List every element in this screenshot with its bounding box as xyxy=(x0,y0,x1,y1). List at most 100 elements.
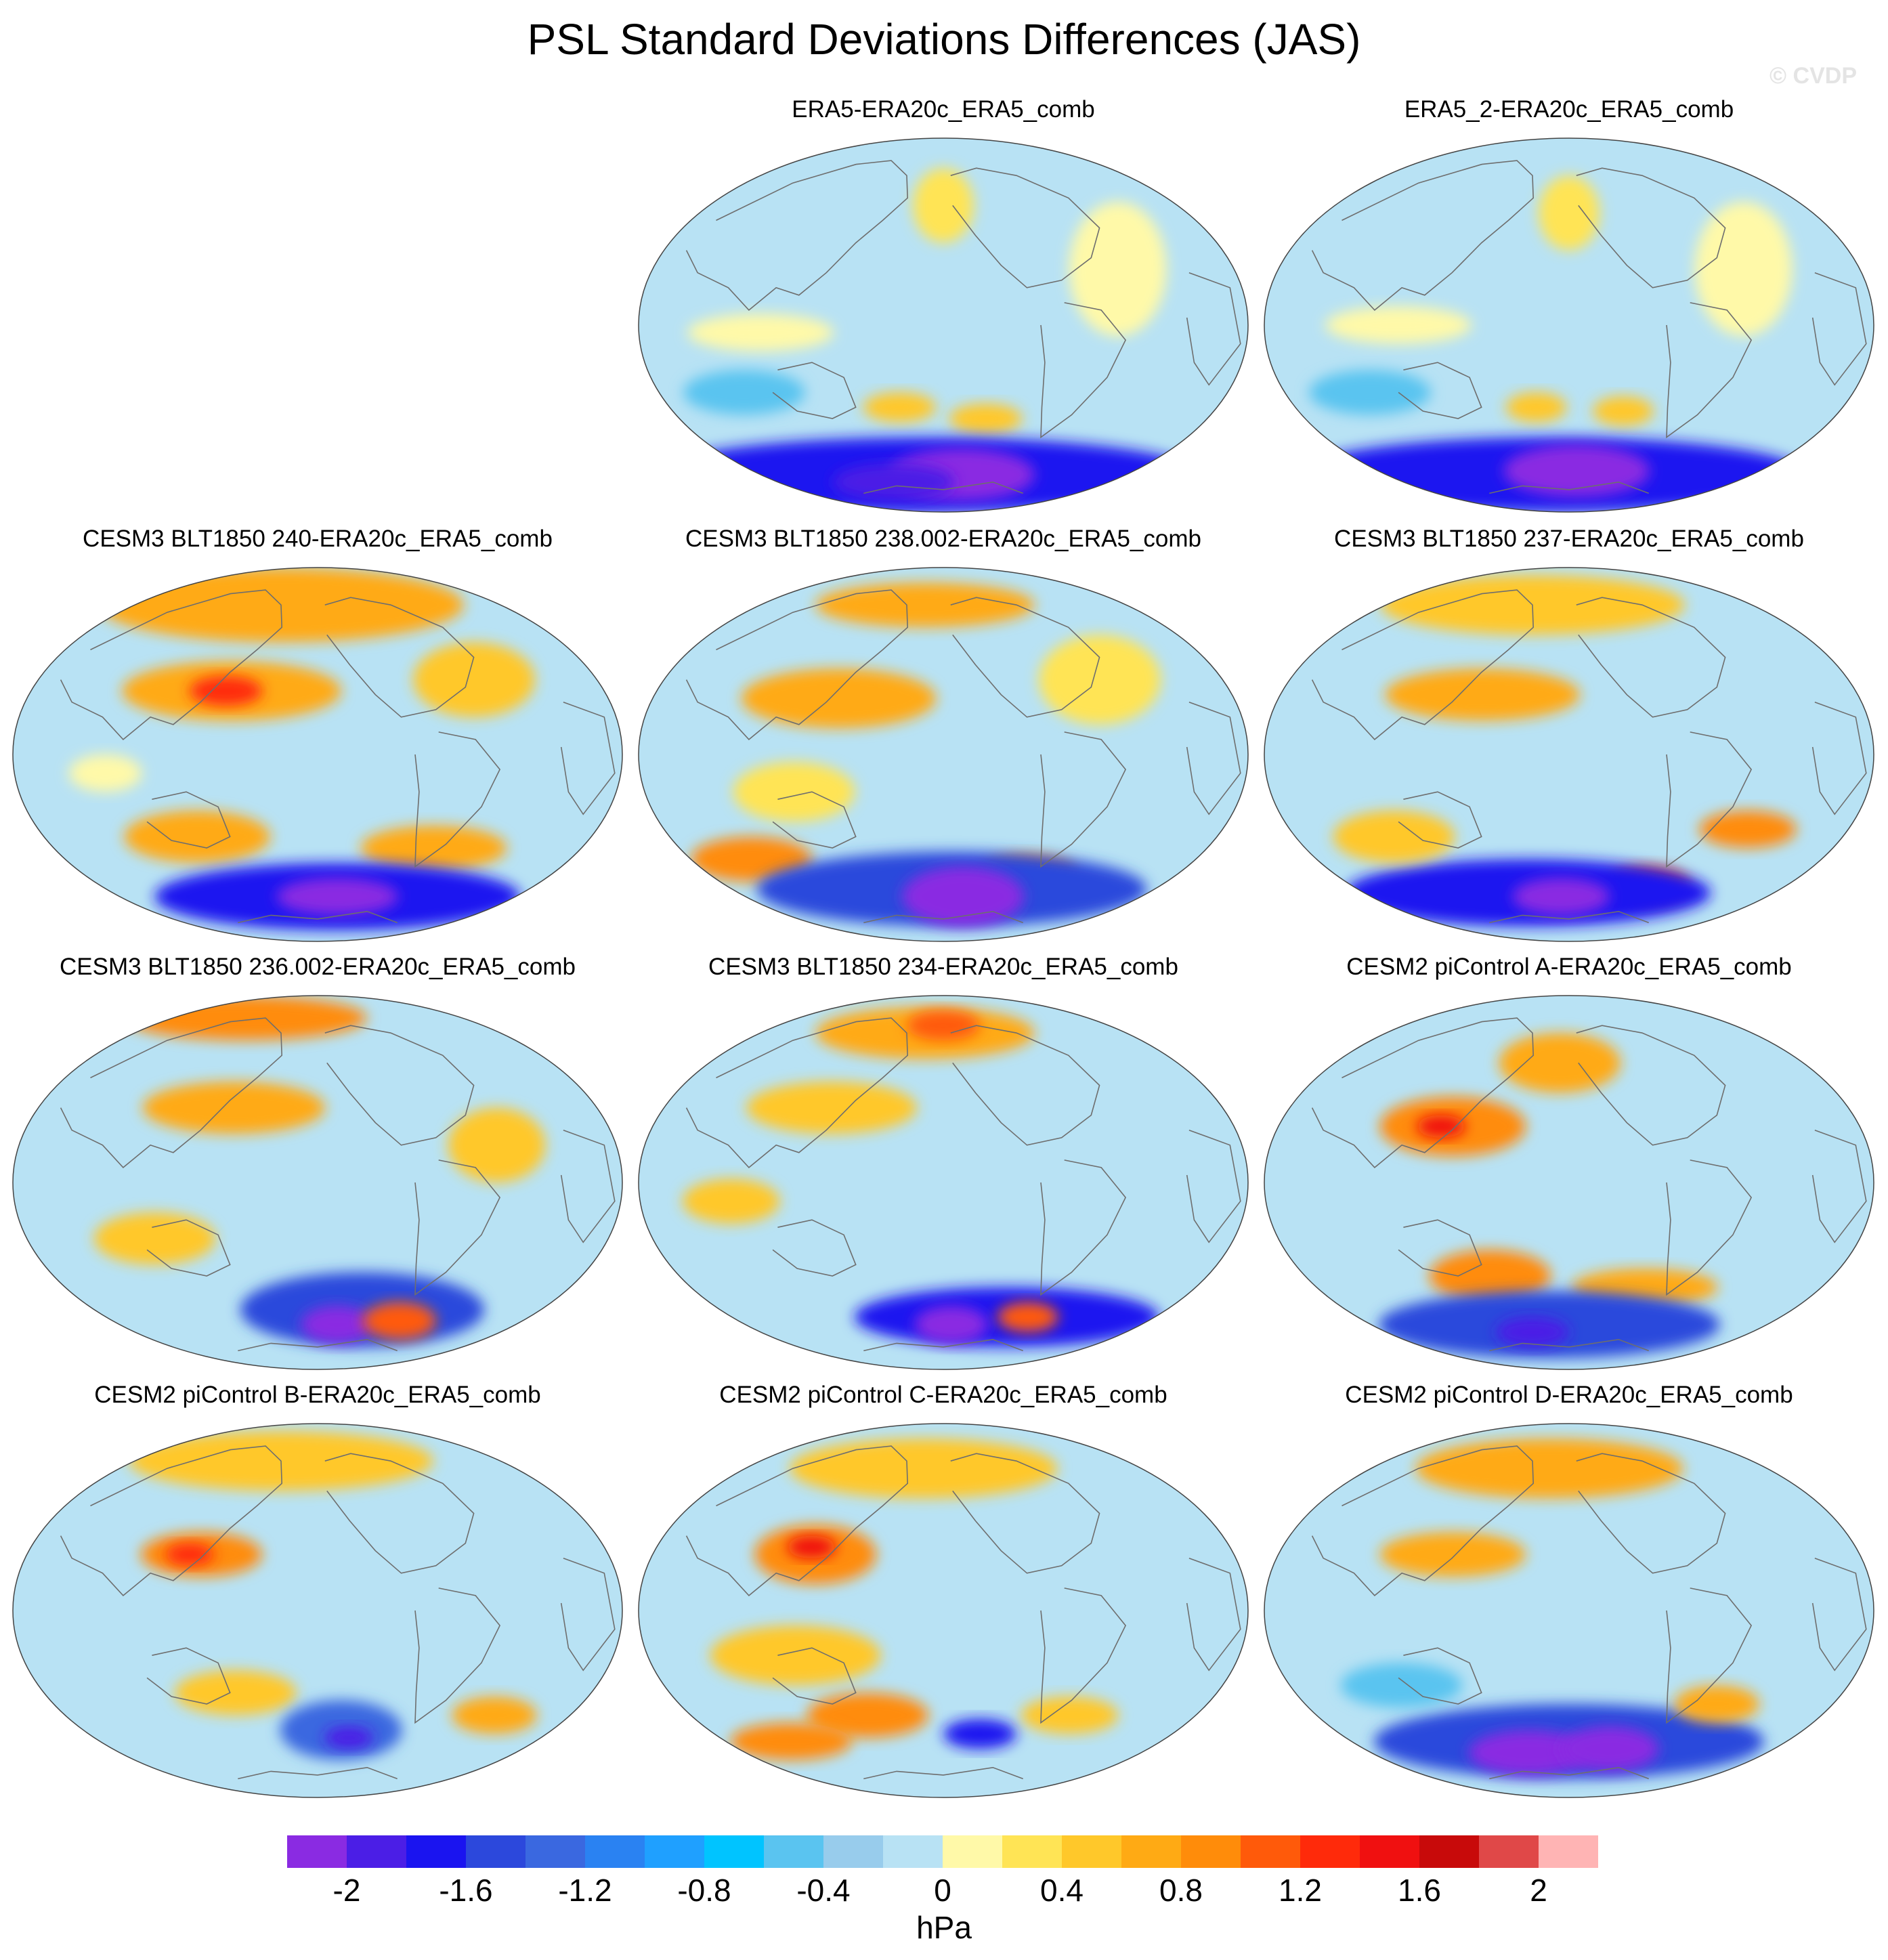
colorbar-swatch xyxy=(1002,1835,1062,1868)
panel-cesm3-237: CESM3 BLT1850 237-ERA20c_ERA5_comb xyxy=(1262,524,1876,944)
colorbar-swatch xyxy=(943,1835,1002,1868)
anomaly-blob xyxy=(682,1178,780,1224)
map-field xyxy=(1264,568,1874,941)
map-field xyxy=(639,568,1248,941)
coastline xyxy=(60,1017,283,1168)
map-cesm2-c xyxy=(638,1423,1249,1798)
coastline xyxy=(414,1159,501,1296)
coastline xyxy=(1186,272,1241,386)
anomaly-blob xyxy=(1417,1115,1466,1138)
coastline xyxy=(1489,1338,1649,1352)
anomaly-blob xyxy=(1592,396,1654,427)
map-field xyxy=(13,996,622,1369)
panel-cesm3-236-002: CESM3 BLT1850 236.002-ERA20c_ERA5_comb xyxy=(11,952,624,1372)
panel-title: ERA5-ERA20c_ERA5_comb xyxy=(792,96,1095,123)
anomaly-blob xyxy=(1021,1697,1119,1734)
colorbar-tick-label: 1.6 xyxy=(1398,1873,1441,1908)
colorbar-tick-label: -1.6 xyxy=(439,1873,493,1908)
map-cesm2-d xyxy=(1264,1423,1874,1798)
anomaly-blob xyxy=(93,1212,216,1265)
map-border xyxy=(12,567,623,942)
panel-title: CESM2 piControl D-ERA20c_ERA5_comb xyxy=(1345,1382,1793,1408)
panel-era5: ERA5-ERA20c_ERA5_comb xyxy=(637,95,1250,515)
colorbar-tick-label: 1.2 xyxy=(1279,1873,1322,1908)
coastline xyxy=(950,1025,1100,1146)
colorbar-tick-label: -0.8 xyxy=(677,1873,731,1908)
anomaly-blob xyxy=(1561,1726,1659,1772)
coastline xyxy=(1398,1219,1482,1277)
anomaly-blob xyxy=(301,1306,374,1344)
coastline xyxy=(772,1647,857,1705)
panel-title: ERA5_2-ERA20c_ERA5_comb xyxy=(1404,96,1734,123)
coastline xyxy=(1811,701,1867,815)
colorbar-swatch xyxy=(704,1835,764,1868)
anomaly-blob xyxy=(746,1082,917,1134)
anomaly-blob xyxy=(1512,878,1610,916)
map-border xyxy=(12,1423,623,1798)
anomaly-blob xyxy=(741,668,937,729)
coastline xyxy=(685,160,909,311)
colorbar-swatch xyxy=(645,1835,704,1868)
anomaly-blob xyxy=(142,1082,326,1134)
map-border xyxy=(638,567,1249,942)
colorbar-swatch xyxy=(466,1835,525,1868)
anomaly-blob xyxy=(687,314,834,351)
anomaly-blob xyxy=(913,168,974,243)
panel-title: CESM3 BLT1850 237-ERA20c_ERA5_comb xyxy=(1334,526,1804,552)
map-era5-2 xyxy=(1264,137,1874,513)
coastline xyxy=(1186,701,1241,815)
figure-title: PSL Standard Deviations Differences (JAS… xyxy=(527,15,1361,64)
anomaly-blob xyxy=(907,1010,980,1041)
anomaly-blob xyxy=(452,1697,537,1734)
coastline xyxy=(1311,589,1535,740)
panel-era5-2: ERA5_2-ERA20c_ERA5_comb xyxy=(1262,95,1876,515)
panel-cesm3-234: CESM3 BLT1850 234-ERA20c_ERA5_comb xyxy=(637,952,1250,1372)
anomaly-blob xyxy=(1039,635,1161,725)
colorbar-swatch xyxy=(347,1835,406,1868)
coastline xyxy=(950,597,1100,718)
coastline xyxy=(1040,1588,1127,1724)
map-cesm3-237 xyxy=(1264,567,1874,942)
coastline xyxy=(414,1588,501,1724)
map-field xyxy=(1264,138,1874,512)
coastline xyxy=(1811,1129,1867,1243)
anomaly-blob xyxy=(1674,1685,1760,1723)
panel-cesm2-a: CESM2 piControl A-ERA20c_ERA5_comb xyxy=(1262,952,1876,1372)
anomaly-blob xyxy=(943,1719,1017,1749)
map-background xyxy=(1264,996,1874,1369)
coastline xyxy=(950,1453,1100,1574)
map-cesm3-240 xyxy=(12,567,623,942)
coastline xyxy=(863,481,1023,494)
anomaly-blob xyxy=(1505,392,1567,423)
anomaly-blob xyxy=(997,1302,1058,1332)
map-cesm2-a xyxy=(1264,995,1874,1370)
anomaly-blob xyxy=(815,582,1035,628)
coastline xyxy=(1186,1557,1241,1671)
anomaly-blob xyxy=(1333,810,1455,863)
panel-cesm2-d: CESM2 piControl D-ERA20c_ERA5_comb xyxy=(1262,1380,1876,1800)
coastline xyxy=(863,1766,1023,1780)
anomaly-blob xyxy=(863,392,937,423)
coastline xyxy=(560,1557,616,1671)
colorbar-tick-label: -0.4 xyxy=(796,1873,851,1908)
anomaly-blob xyxy=(733,762,855,822)
coastline xyxy=(950,167,1100,289)
anomaly-blob xyxy=(165,1543,215,1566)
coastline xyxy=(238,910,398,924)
coastline xyxy=(1576,1025,1726,1146)
colorbar-swatch xyxy=(525,1835,585,1868)
colorbar-swatch xyxy=(823,1835,883,1868)
anomaly-blob xyxy=(1340,1663,1463,1708)
coastline xyxy=(324,1453,475,1574)
coastline xyxy=(324,1025,475,1146)
anomaly-blob xyxy=(1415,1439,1683,1499)
colorbar-swatch xyxy=(585,1835,645,1868)
colorbar-swatch xyxy=(883,1835,943,1868)
anomaly-blob xyxy=(1385,668,1581,721)
coastline xyxy=(1489,910,1649,924)
panel-title: CESM3 BLT1850 238.002-ERA20c_ERA5_comb xyxy=(685,526,1201,552)
anomaly-blob xyxy=(1069,201,1167,337)
colorbar-tick-label: -1.2 xyxy=(558,1873,612,1908)
anomaly-blob xyxy=(683,370,806,415)
anomaly-blob xyxy=(807,1692,929,1738)
